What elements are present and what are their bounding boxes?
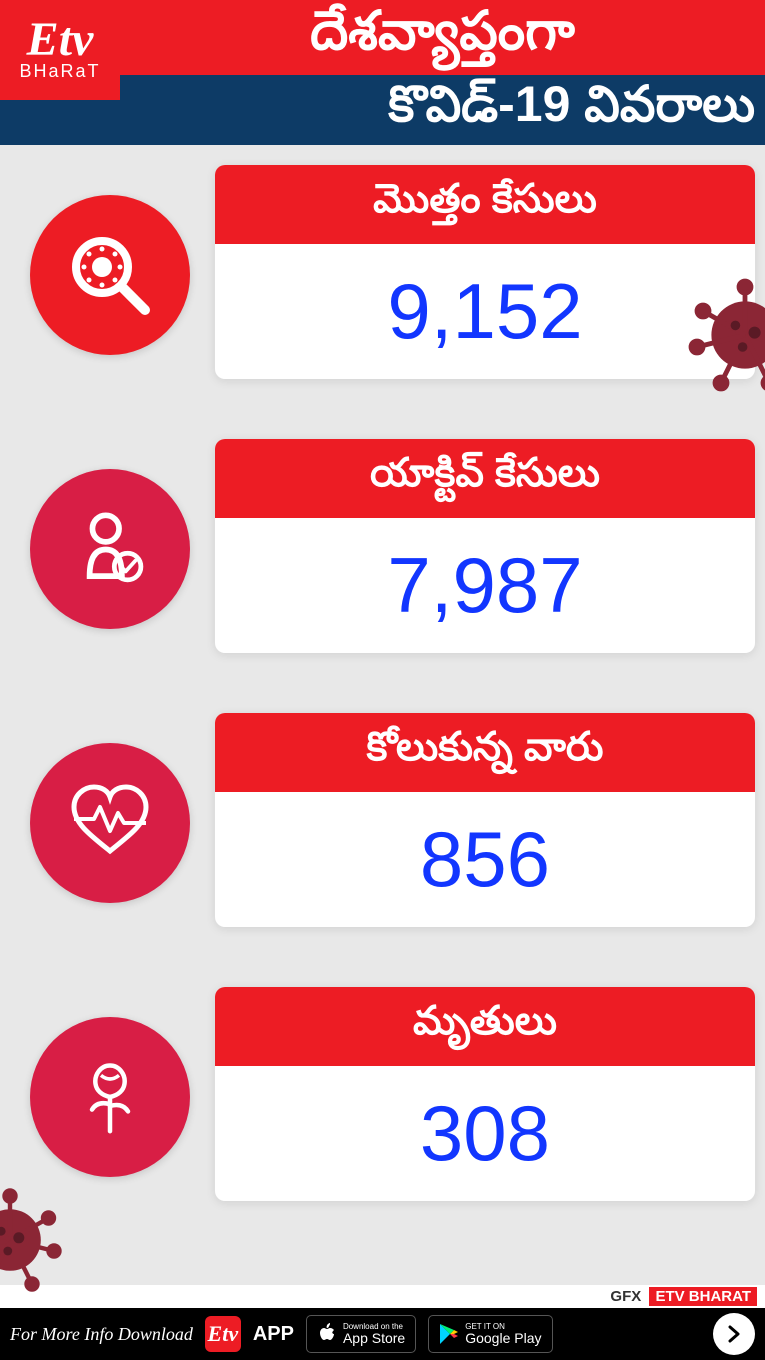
logo-text: BHaRaT [19,61,100,82]
header-top-bar: Etv BHaRaT దేశవ్యాప్తంగా [0,0,765,75]
stat-value-total: 9,152 [215,244,755,379]
stat-label-total: మొత్తం కేసులు [215,165,755,244]
stat-box-deaths: మృతులు 308 [215,987,755,1201]
active-cases-icon [30,469,190,629]
chevron-right-icon [725,1325,743,1343]
stat-label-recovered: కోలుకున్న వారు [215,713,755,792]
stat-value-active: 7,987 [215,518,755,653]
stat-box-total: మొత్తం కేసులు 9,152 [215,165,755,379]
stat-value-recovered: 856 [215,792,755,927]
apple-icon [317,1322,337,1346]
stat-label-active: యాక్టివ్ కేసులు [215,439,755,518]
download-text: For More Info Download [10,1324,193,1345]
gfx-attribution: GFX ETV BHARAT [0,1285,765,1308]
bottom-bar: For More Info Download Etv APP Download … [0,1308,765,1360]
title-line-2: కొవిడ్-19 వివరాలు [388,75,755,146]
stat-box-active: యాక్టివ్ కేసులు 7,987 [215,439,755,653]
appstore-button[interactable]: Download on the App Store [306,1315,416,1353]
logo-script: Etv [27,18,94,61]
header: Etv BHaRaT దేశవ్యాప్తంగా కొవిడ్-19 వివరా… [0,0,765,145]
content-area: మొత్తం కేసులు 9,152 యాక్టివ్ కేసులు 7,98… [0,145,765,1201]
virus-decoration-icon [0,1185,75,1305]
stat-row-active: యాక్టివ్ కేసులు 7,987 [0,439,765,653]
stat-row-recovered: కోలుకున్న వారు 856 [0,713,765,927]
app-logo-badge: Etv [205,1316,241,1352]
googleplay-icon [439,1323,459,1345]
stat-row-total: మొత్తం కేసులు 9,152 [0,165,765,379]
footer: GFX ETV BHARAT For More Info Download Et… [0,1285,765,1360]
googleplay-button[interactable]: GET IT ON Google Play [428,1315,552,1353]
stat-value-deaths: 308 [215,1066,755,1201]
googleplay-text: GET IT ON Google Play [465,1323,541,1345]
deaths-icon [30,1017,190,1177]
next-button[interactable] [713,1313,755,1355]
total-cases-icon [30,195,190,355]
virus-decoration-icon [685,275,765,395]
gfx-label: GFX [610,1288,641,1305]
stat-box-recovered: కోలుకున్న వారు 856 [215,713,755,927]
appstore-text: Download on the App Store [343,1323,405,1345]
gfx-brand: ETV BHARAT [649,1287,757,1306]
app-label: APP [253,1323,294,1346]
logo-badge: Etv BHaRaT [0,0,120,100]
title-line-1: దేశవ్యాప్తంగా [140,0,765,76]
stat-row-deaths: మృతులు 308 [0,987,765,1201]
stat-label-deaths: మృతులు [215,987,755,1066]
recovered-icon [30,743,190,903]
